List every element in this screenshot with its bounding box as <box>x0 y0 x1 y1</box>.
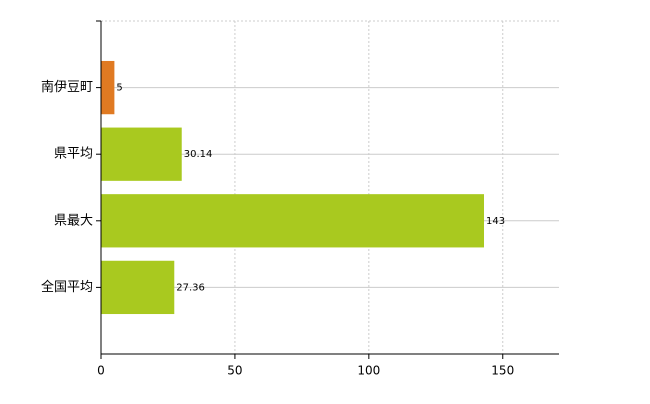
x-tick-label: 150 <box>491 364 514 378</box>
x-tick-label: 50 <box>227 364 242 378</box>
y-tick-label: 南伊豆町 <box>41 79 93 95</box>
bar <box>101 194 485 248</box>
bar <box>101 260 175 315</box>
y-tick-label: 全国平均 <box>41 279 93 295</box>
value-label: 143 <box>486 216 505 227</box>
bar <box>101 60 115 115</box>
x-tick-label: 0 <box>97 364 105 378</box>
y-tick-label: 県最大 <box>54 213 93 228</box>
value-label: 30.14 <box>184 149 213 160</box>
bar <box>101 127 182 181</box>
x-tick-label: 100 <box>357 364 380 378</box>
value-label: 27.36 <box>176 282 205 293</box>
y-tick-label: 県平均 <box>54 147 93 162</box>
value-label: 5 <box>116 83 122 94</box>
